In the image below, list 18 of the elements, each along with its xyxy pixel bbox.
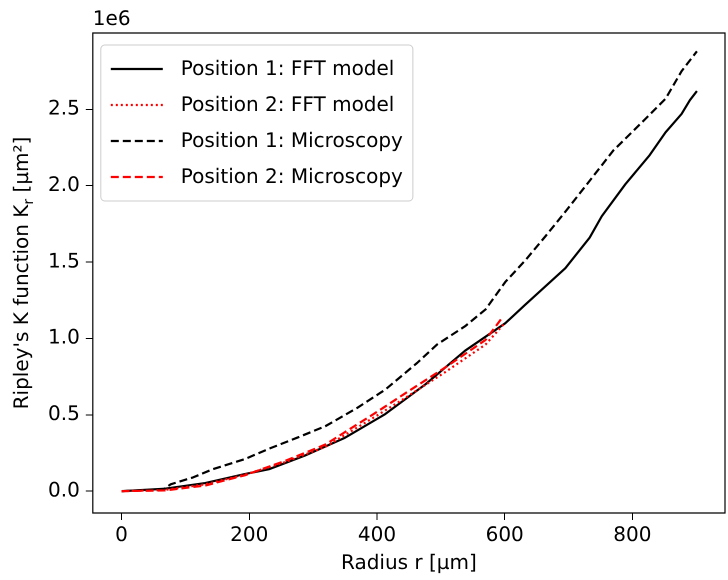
y-axis-title: Ripley's K function Kr [µm²] — [9, 136, 37, 410]
legend-label: Position 2: Microscopy — [180, 164, 404, 188]
text: 1e6 — [92, 6, 131, 30]
y-tick-label: 0.0 — [48, 477, 80, 502]
legend-label: Position 2: FFT model — [180, 92, 394, 116]
y-tick-label: 2.0 — [48, 172, 80, 196]
legend-label: Position 1: Microscopy — [180, 128, 404, 152]
x-axis-title: Radius r [µm] — [340, 550, 477, 574]
x-tick-label: 800 — [613, 522, 652, 546]
y-tick-label: 1.0 — [48, 324, 80, 349]
y-tick-label: 0.5 — [48, 401, 80, 426]
y-tick-label: 2.5 — [48, 96, 80, 120]
x-tick-label: 400 — [358, 522, 396, 546]
legend-label: Position 1: FFT model — [180, 56, 394, 80]
y-tick-label: 1.5 — [48, 248, 80, 272]
x-tick-label: 600 — [486, 522, 524, 546]
x-tick-label: 0 — [115, 522, 128, 546]
x-tick-label: 200 — [230, 522, 268, 546]
